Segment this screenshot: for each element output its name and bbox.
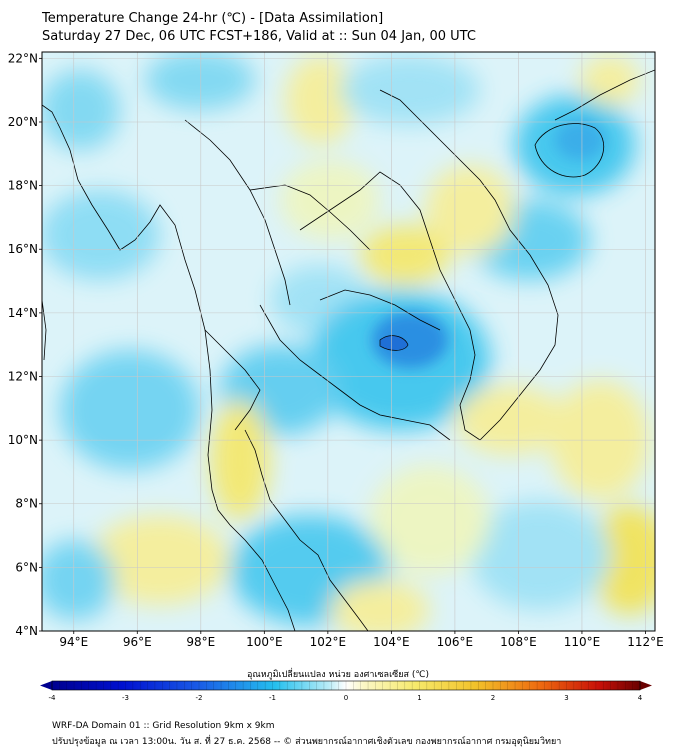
footer-credit: ปรับปรุงข้อมูล ณ เวลา 13:00น. วัน ส. ที่… [52,737,562,747]
lon-label: 110°E [564,635,601,649]
lon-label: 96°E [123,635,152,649]
lake [379,335,409,351]
page-subtitle: Saturday 27 Dec, 06 UTC FCST+186, Valid … [42,29,476,44]
colorbar-title: อุณหภูมิเปลี่ยนแปลง หน่วย องศาเซลเซียส (… [246,670,430,680]
colorbar-ticks: -4 -3 -2 -1 0 1 2 3 4 [49,694,643,702]
temperature-field [42,52,655,631]
longitude-labels: 94°E 96°E 98°E 100°E 102°E 104°E 106°E 108°E 110… [59,631,664,649]
colorbar-tick-label: 0 [344,694,348,702]
colorbar-tick-label: -1 [269,694,276,702]
lat-label: 16°N [8,242,38,256]
lon-label: 100°E [246,635,283,649]
map-border [41,51,656,632]
colorbar-tick-label: 1 [417,694,421,702]
lon-label: 98°E [186,635,215,649]
lon-label: 102°E [310,635,347,649]
lon-label: 108°E [500,635,537,649]
lon-label: 104°E [373,635,410,649]
lat-label: 18°N [8,179,38,193]
colorbar: -4 -3 -2 -1 0 1 2 3 4 [40,680,652,702]
lon-label: 106°E [437,635,474,649]
lat-label: 6°N [15,560,38,574]
lat-label: 10°N [8,433,38,447]
footer-model-info: WRF-DA Domain 01 :: Grid Resolution 9km … [52,721,275,731]
lat-label: 14°N [8,306,38,320]
lat-label: 4°N [15,624,38,638]
lat-label: 8°N [15,497,38,511]
lon-label: 112°E [627,635,664,649]
lat-label: 22°N [8,51,38,65]
lat-label: 20°N [8,115,38,129]
colorbar-tick-label: 3 [564,694,568,702]
coastline-borders [42,69,655,631]
latitude-labels: 22°N 20°N 18°N 16°N 14°N 12°N 10°N 8°N 6°N 4°N [8,51,42,638]
colorbar-tick-label: -4 [49,694,57,702]
colorbar-tick-label: 2 [491,694,495,702]
colorbar-tick-label: -3 [122,694,129,702]
lat-label: 12°N [8,369,38,383]
lon-label: 94°E [59,635,88,649]
page-title: Temperature Change 24-hr (℃) - [Data Ass… [42,11,384,26]
colorbar-tick-label: 4 [638,694,643,702]
graticule [42,52,655,631]
colorbar-tick-label: -2 [196,694,203,702]
